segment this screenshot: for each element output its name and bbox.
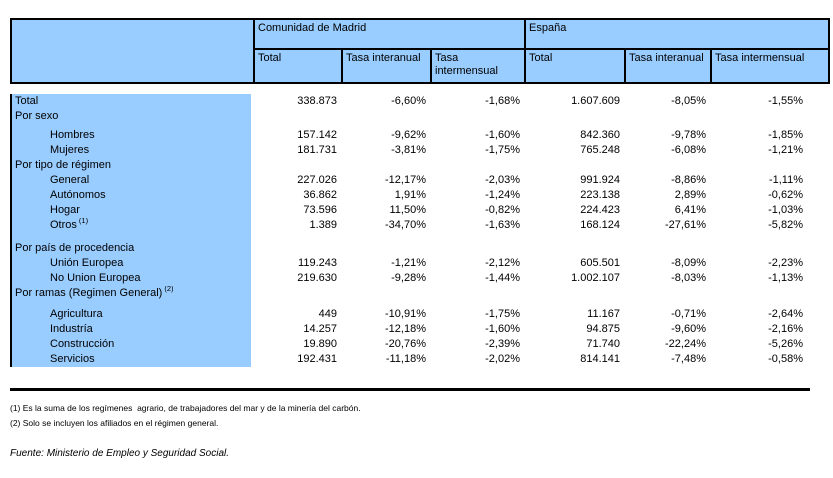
row-label: Servicios — [10, 352, 251, 367]
table-row-agricultura: Agricultura 449 -10,91% -1,75% 11.167 -0… — [10, 307, 811, 322]
col-header-madrid-interanual: Tasa interanual — [341, 48, 432, 84]
table-row-no-union-europea: No Union Europea 219.630 -9,28% -1,44% 1… — [10, 271, 811, 286]
table-row-construccion: Construcción 19.890 -20,76% -2,39% 71.74… — [10, 337, 811, 352]
horizontal-divider — [10, 388, 810, 391]
row-label: General — [10, 173, 251, 188]
region-header-madrid: Comunidad de Madrid — [252, 18, 527, 50]
row-label: Agricultura — [10, 307, 251, 322]
col-header-espana-total: Total — [524, 48, 627, 84]
table-row-hogar: Hogar 73.596 11,50% -0,82% 224.423 6,41%… — [10, 203, 811, 218]
section-row-por-tipo-de-regimen: Por tipo de régimen — [10, 158, 811, 173]
col-header-madrid-intermensual: Tasa intermensual — [429, 48, 527, 84]
spacer-row — [10, 301, 811, 307]
source-citation: Fuente: Ministerio de Empleo y Seguridad… — [10, 448, 230, 459]
footnote-ref-1: (1) — [78, 218, 89, 226]
row-label: Hombres — [10, 128, 251, 143]
row-label: Mujeres — [10, 143, 251, 158]
column-header-table: Comunidad de Madrid España Total Tasa in… — [10, 18, 831, 84]
row-label: No Union Europea — [10, 271, 251, 286]
table-row-servicios: Servicios 192.431 -11,18% -2,02% 814.141… — [10, 352, 811, 367]
row-label: Hogar — [10, 203, 251, 218]
col-header-madrid-total: Total — [253, 48, 343, 84]
col-header-espana-intermensual: Tasa intermensual — [710, 48, 831, 84]
footnote-1: (1) Es la suma de los regímenes agrario,… — [10, 403, 361, 413]
section-row-por-ramas: Por ramas (Regimen General) (2) — [10, 286, 811, 301]
row-label: Autónomos — [10, 188, 251, 203]
section-row-por-sexo: Por sexo — [10, 109, 811, 124]
header-corner-cell — [10, 18, 255, 84]
table-row-otros: Otros (1) 1.389 -34,70% -1,63% 168.124 -2… — [10, 218, 811, 233]
spacer-row — [10, 124, 811, 128]
data-table-body: Total 338.873 -6,60% -1,68% 1.607.609 -8… — [10, 94, 811, 367]
section-row-por-pais-de-procedencia: Por país de procedencia — [10, 241, 811, 256]
row-label: Industría — [10, 322, 251, 337]
table-row-total: Total 338.873 -6,60% -1,68% 1.607.609 -8… — [10, 94, 811, 109]
section-label: Por sexo — [10, 109, 251, 124]
section-label: Por país de procedencia — [10, 241, 251, 256]
footnote-2: (2) Solo se incluyen los afiliados en el… — [10, 418, 219, 428]
row-label: Construcción — [10, 337, 251, 352]
spacer-row — [10, 233, 811, 241]
region-header-espana: España — [524, 18, 831, 50]
table-row-hombres: Hombres 157.142 -9,62% -1,60% 842.360 -9… — [10, 128, 811, 143]
footnote-ref-2: (2) — [164, 286, 174, 294]
table-row-industria: Industría 14.257 -12,18% -1,60% 94.875 -… — [10, 322, 811, 337]
section-label: Por ramas (Regimen General) (2) — [10, 286, 251, 301]
col-header-espana-interanual: Tasa interanual — [624, 48, 713, 84]
table-row-general: General 227.026 -12,17% -2,03% 991.924 -… — [10, 173, 811, 188]
table-row-mujeres: Mujeres 181.731 -3,81% -1,75% 765.248 -6… — [10, 143, 811, 158]
table-row-autonomos: Autónomos 36.862 1,91% -1,24% 223.138 2,… — [10, 188, 811, 203]
row-label: Unión Europea — [10, 256, 251, 271]
row-label: Total — [10, 94, 251, 109]
section-label: Por tipo de régimen — [10, 158, 251, 173]
row-label: Otros (1) — [10, 218, 251, 233]
table-row-union-europea: Unión Europea 119.243 -1,21% -2,12% 605.… — [10, 256, 811, 271]
